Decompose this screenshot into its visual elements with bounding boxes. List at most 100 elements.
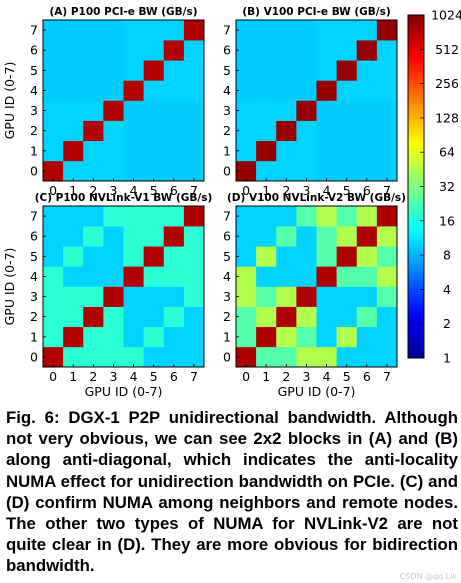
y-tick-label: 5 — [30, 63, 38, 78]
heatmap-cell — [63, 206, 84, 227]
x-tick-label: 7 — [190, 369, 198, 384]
heatmap-cell — [103, 20, 124, 41]
heatmap-cell — [276, 266, 297, 287]
heatmap-cell — [103, 326, 124, 348]
x-tick-label: 6 — [363, 369, 371, 384]
heatmap-cell — [123, 60, 144, 81]
heatmap-cell — [236, 100, 257, 121]
heatmap-cell — [183, 206, 205, 227]
heatmap-cell — [276, 346, 297, 368]
heatmap-cell — [296, 206, 317, 227]
heatmap-cell — [276, 120, 297, 142]
heatmap-cell — [43, 160, 64, 182]
heatmap-cell — [63, 266, 84, 287]
heatmap-cell — [123, 346, 144, 368]
heatmap-cell — [296, 160, 317, 182]
heatmap-cell — [63, 160, 84, 182]
heatmap-cell — [123, 100, 144, 121]
panel-title: (D) V100 NVLink-V2 BW (GB/s) — [227, 192, 406, 204]
watermark: CSDN @qq.Lik — [399, 572, 457, 581]
x-axis-label: GPU ID (0-7) — [85, 384, 163, 399]
y-tick-label: 1 — [223, 329, 231, 344]
heatmap-cell — [163, 246, 185, 267]
heatmap-cell — [163, 266, 185, 287]
y-tick-label: 4 — [30, 83, 38, 98]
heatmap-cell — [143, 120, 165, 142]
y-tick-label: 7 — [223, 23, 231, 38]
heatmap-cell — [336, 326, 358, 348]
heatmap-cell — [83, 226, 104, 247]
heatmap-cell — [163, 160, 185, 182]
y-tick-label: 1 — [223, 143, 231, 158]
heatmap-cell — [356, 306, 378, 328]
heatmap-cell — [356, 160, 378, 182]
heatmap-cell — [336, 40, 358, 61]
heatmap-cell — [163, 326, 185, 348]
x-tick-label: 5 — [150, 183, 158, 198]
heatmap-cell — [356, 140, 378, 162]
heatmap-cell — [276, 140, 297, 162]
heatmap-cell — [316, 120, 337, 142]
heatmap-cell — [83, 60, 104, 81]
heatmap-cell — [236, 160, 257, 182]
heatmap-cell — [83, 206, 104, 227]
heatmap-cell — [336, 60, 358, 81]
heatmap-cell — [183, 120, 205, 142]
heatmap-cell — [376, 346, 398, 368]
colorbar-tick-label: 1024 — [431, 8, 461, 23]
heatmap-cell — [183, 226, 205, 247]
x-tick-label: 5 — [150, 369, 158, 384]
heatmap-cell — [143, 286, 165, 307]
heatmap-cell — [143, 40, 165, 61]
heatmap-cell — [163, 60, 185, 81]
heatmap-cell — [123, 120, 144, 142]
heatmap-cell — [256, 140, 277, 162]
y-tick-label: 4 — [223, 269, 231, 284]
heatmap-cell — [336, 160, 358, 182]
heatmap-cell — [43, 266, 64, 287]
heatmap-cell — [296, 306, 317, 328]
colorbar: 1 2 4 8 16 32 64 128 256 512 1024 — [407, 8, 461, 366]
colorbar-tick-label: 128 — [435, 110, 459, 125]
x-tick-label: 3 — [109, 183, 117, 198]
heatmap-cell — [63, 306, 84, 328]
heatmap-cell — [83, 140, 104, 162]
heatmap-cell — [276, 80, 297, 101]
x-tick-label: 6 — [363, 183, 371, 198]
figure-caption: Fig. 6: DGX-1 P2P unidirectional bandwid… — [6, 408, 458, 576]
heatmap-cell — [236, 346, 257, 368]
heatmap-cell — [276, 40, 297, 61]
heatmap-cell — [236, 226, 257, 247]
heatmap-cell — [296, 60, 317, 81]
heatmap-cell — [123, 306, 144, 328]
x-tick-label: 0 — [49, 183, 57, 198]
heatmap-cell — [123, 160, 144, 182]
x-axis-label: GPU ID (0-7) — [278, 384, 356, 399]
heatmap-cell — [63, 286, 84, 307]
heatmap-cell — [336, 226, 358, 247]
x-tick-label: 6 — [170, 369, 178, 384]
y-tick-label: 2 — [30, 123, 38, 138]
heatmap-cell — [123, 326, 144, 348]
heatmap-cell — [143, 60, 165, 81]
heatmap-cell — [143, 80, 165, 101]
heatmap-cell — [276, 246, 297, 267]
heatmap-cell — [336, 100, 358, 121]
heatmap-cell — [183, 286, 205, 307]
heatmap-cell — [356, 266, 378, 287]
heatmap-cell — [376, 246, 398, 267]
heatmap-cell — [256, 346, 277, 368]
heatmap-cell — [376, 226, 398, 247]
heatmap-cell — [43, 286, 64, 307]
heatmap-cell — [103, 286, 124, 307]
heatmap-cell — [256, 206, 277, 227]
heatmap-cell — [296, 40, 317, 61]
heatmap-cell — [43, 346, 64, 368]
heatmap-cell — [143, 206, 165, 227]
heatmap-cell — [356, 20, 378, 41]
panel-title: (B) V100 PCI-e BW (GB/s) — [242, 6, 390, 18]
heatmap-cell — [63, 326, 84, 348]
heatmap-cell — [316, 80, 337, 101]
heatmap-cell — [296, 286, 317, 307]
